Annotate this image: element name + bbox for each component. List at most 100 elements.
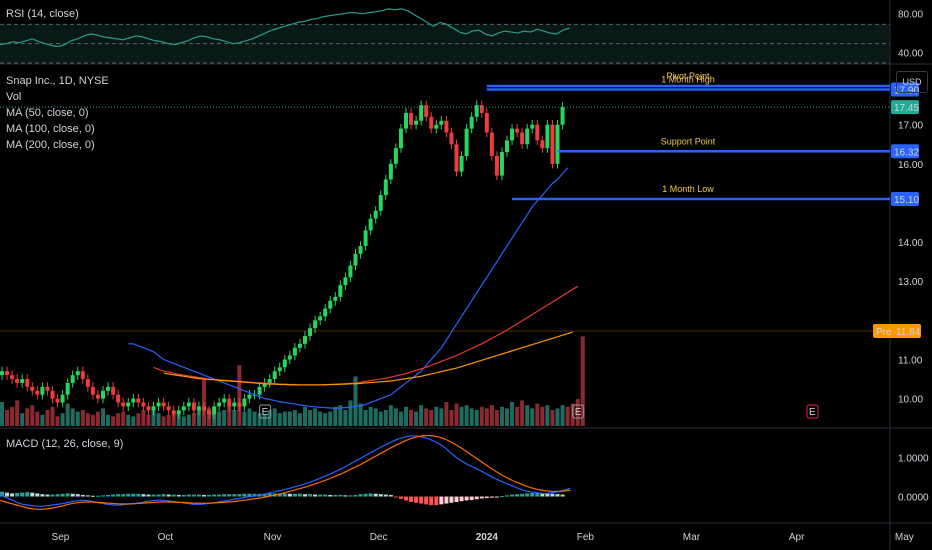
candle-body: [55, 398, 60, 403]
last-price-tag-text: 17.45: [894, 103, 919, 114]
macd-histogram-bar: [95, 495, 100, 497]
earnings-marker: [806, 404, 819, 419]
macd-line-segment: [444, 447, 451, 454]
macd-line-segment: [45, 504, 52, 507]
ma200-segment: [436, 371, 442, 374]
ma50-segment: [274, 399, 280, 403]
legend-instrument[interactable]: Snap Inc., 1D, NYSE: [6, 75, 109, 87]
currency-button[interactable]: USD: [896, 71, 928, 93]
ma100-segment: [158, 368, 164, 372]
ma50-segment: [360, 403, 366, 407]
macd-histogram-bar: [368, 493, 373, 497]
legend-volume[interactable]: Vol: [6, 91, 22, 103]
volume-bar: [303, 406, 307, 426]
macd-histogram-bar: [282, 493, 287, 497]
volume-bar: [151, 406, 156, 426]
ma50-segment: [294, 403, 301, 406]
macd-histogram-bar: [232, 494, 237, 497]
price-tick-label: 14.00: [898, 238, 923, 249]
volume-bar: [101, 408, 105, 426]
rsi-line-segment: [239, 40, 247, 44]
volume-bar: [550, 410, 555, 426]
time-tick-label: Sep: [52, 532, 70, 543]
macd-line-segment: [364, 452, 371, 457]
volume-bar: [111, 416, 116, 426]
candle-body: [449, 132, 454, 145]
macd-line-segment: [433, 440, 440, 445]
rsi-line-segment: [504, 30, 512, 33]
macd-histogram-bar: [464, 496, 469, 501]
ma50-segment: [350, 405, 356, 408]
volume-bar: [388, 405, 393, 426]
ma200-segment: [496, 353, 503, 357]
ma50-segment: [168, 360, 174, 364]
candle-body: [65, 382, 70, 395]
signal-line-segment: [336, 472, 343, 477]
candle-body: [373, 210, 378, 219]
candle-body: [171, 410, 176, 415]
candle-body: [136, 398, 141, 403]
candle-body: [282, 359, 287, 368]
volume-bar: [50, 406, 55, 426]
ma50-segment: [259, 396, 265, 400]
candle-body: [378, 195, 383, 211]
macd-histogram-bar: [378, 494, 383, 497]
legend-ma50[interactable]: MA (50, close, 0): [6, 107, 89, 119]
macd-line-segment: [518, 488, 525, 492]
macd-histogram-bar: [191, 494, 196, 497]
macd-line-segment: [28, 504, 35, 507]
ma100-segment: [547, 301, 553, 306]
legend-ma200[interactable]: MA (200, close, 0): [6, 139, 95, 151]
ma50-segment: [370, 400, 376, 404]
candle-body: [535, 124, 540, 141]
rsi-line-segment: [155, 40, 162, 43]
signal-line-segment: [62, 503, 69, 507]
pre-market-label: Pre: [876, 327, 892, 338]
pre-market-value: 11.84: [896, 327, 921, 338]
candle-body: [101, 390, 105, 399]
rsi-line-segment: [38, 41, 46, 45]
macd-line-segment: [495, 478, 503, 483]
volume-bar: [65, 403, 70, 426]
ma50-segment: [163, 358, 169, 362]
ma100-segment: [471, 345, 477, 350]
ma50-segment: [289, 402, 295, 405]
rsi-line-segment: [485, 33, 493, 37]
macd-histogram-bar: [217, 494, 222, 497]
rsi-line-segment: [265, 29, 273, 34]
macd-line-segment: [5, 496, 12, 501]
rsi-line-segment: [193, 35, 201, 39]
volume-bar: [515, 406, 520, 426]
legend-ma100[interactable]: MA (100, close, 0): [6, 123, 95, 135]
rsi-line-segment: [109, 37, 117, 40]
ma50-segment: [471, 292, 478, 302]
rsi-line-segment: [142, 36, 150, 40]
signal-line-segment: [370, 455, 377, 460]
volume-bar: [525, 405, 530, 426]
pre-market-tag: [873, 324, 921, 338]
ma100-segment: [526, 313, 533, 319]
macd-line-segment: [245, 495, 252, 498]
signal-line-segment: [68, 502, 75, 505]
ma100-segment: [153, 366, 159, 370]
ma200-segment: [466, 362, 472, 366]
macd-histogram-bar: [202, 494, 206, 497]
level-label: 1 Month High: [661, 74, 715, 84]
macd-line-segment: [455, 456, 463, 462]
volume-bar: [464, 405, 469, 426]
candle-body: [20, 379, 25, 383]
volume-bar: [373, 408, 378, 426]
signal-line-segment: [381, 449, 389, 454]
signal-line-segment: [245, 498, 252, 501]
ma50-segment: [269, 398, 275, 402]
ma50-segment: [208, 376, 215, 380]
volume-bar: [70, 408, 75, 426]
ma100-segment: [436, 360, 442, 364]
macd-line-segment: [478, 469, 486, 474]
macd-line-segment: [85, 499, 92, 502]
signal-line-segment: [376, 452, 383, 457]
macd-histogram-bar: [212, 494, 217, 497]
candle-body: [323, 308, 328, 317]
macd-line-segment: [387, 440, 394, 445]
